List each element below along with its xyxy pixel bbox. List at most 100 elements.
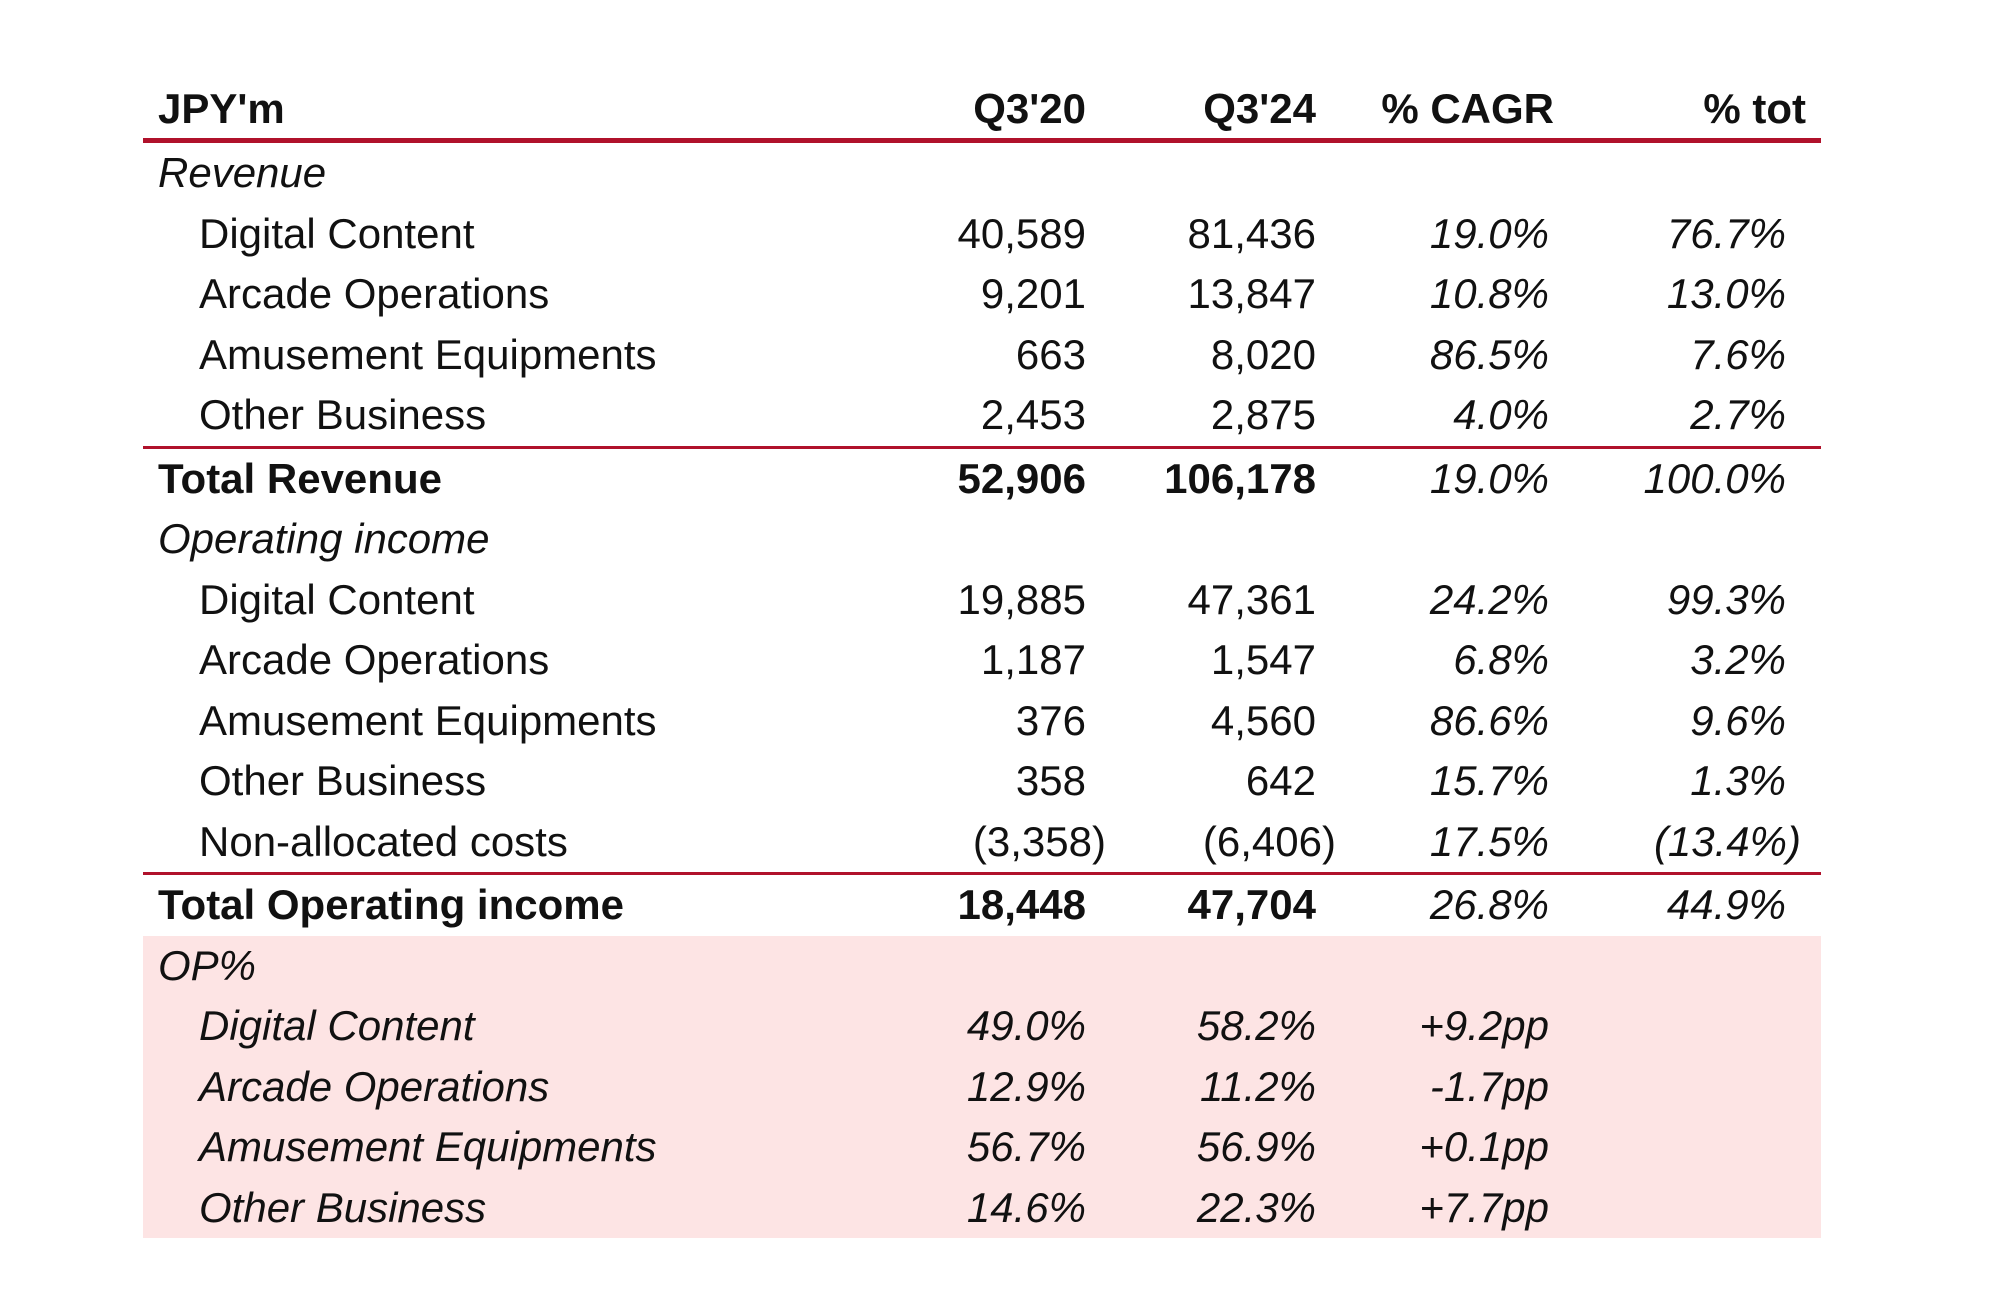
q3-20-value: 52,906	[888, 445, 1106, 509]
pct-total-value: 7.6%	[1690, 330, 1786, 378]
op-margin-section-row: OP%	[143, 935, 1821, 996]
cagr-value: 24.2%	[1429, 575, 1549, 623]
q3-20-value: 9,201	[980, 270, 1086, 318]
row-label: Amusement Equipments	[199, 330, 657, 378]
table-row: Amusement Equipments 376 4,560 86.6% 9.6…	[143, 691, 1821, 752]
table-row: Amusement Equipments 663 8,020 86.5% 7.6…	[143, 325, 1821, 386]
q3-20-value: 49.0%	[888, 996, 1106, 1057]
cagr-value: 17.5%	[1429, 817, 1549, 865]
total-revenue-row: Total Revenue 52,906 106,178 19.0% 100.0…	[143, 445, 1821, 509]
q3-24-value: 106,178	[1106, 445, 1336, 509]
pct-total-value: 13.0%	[1666, 270, 1786, 318]
q3-20-value: 2,453	[980, 391, 1086, 439]
q3-24-value: 8,020	[1210, 330, 1316, 378]
q3-20-value: 358	[1015, 757, 1086, 805]
q3-24-value: 4,560	[1210, 696, 1316, 744]
row-label: Digital Content	[199, 209, 475, 257]
q3-20-value: 663	[1015, 330, 1086, 378]
row-label: Other Business	[143, 1177, 888, 1238]
q3-20-value: 56.7%	[888, 1117, 1106, 1178]
table-row: Arcade Operations 12.9% 11.2% -1.7pp	[143, 1056, 1821, 1117]
row-label: Non-allocated costs	[199, 817, 568, 865]
unit-header: JPY'm	[143, 80, 888, 143]
q3-20-value: (3,358)	[972, 817, 1106, 865]
q3-24-value: 2,875	[1210, 391, 1316, 439]
q3-24-value: 81,436	[1187, 209, 1316, 257]
pct-total-value: 44.9%	[1569, 872, 1821, 936]
total-operating-income-row: Total Operating income 18,448 47,704 26.…	[143, 872, 1821, 936]
cagr-value: 10.8%	[1429, 270, 1549, 318]
section-label: Operating income	[158, 515, 490, 563]
table-row: Non-allocated costs (3,358) (6,406) 17.5…	[143, 812, 1821, 874]
row-label: Arcade Operations	[199, 270, 550, 318]
segment-financials-table: JPY'm Q3'20 Q3'24 % CAGR % tot Revenue D…	[143, 80, 1821, 1238]
margin-change-value: +7.7pp	[1336, 1177, 1569, 1238]
pct-total-value: 76.7%	[1666, 209, 1786, 257]
financial-table-sheet: JPY'm Q3'20 Q3'24 % CAGR % tot Revenue D…	[143, 80, 1821, 1238]
cagr-value: 4.0%	[1453, 391, 1549, 439]
pct-total-header: % tot	[1569, 80, 1821, 143]
table-row: Other Business 14.6% 22.3% +7.7pp	[143, 1177, 1821, 1238]
margin-change-value: -1.7pp	[1336, 1056, 1569, 1117]
table-row: Amusement Equipments 56.7% 56.9% +0.1pp	[143, 1117, 1821, 1178]
q3-24-value: 47,361	[1187, 575, 1316, 623]
q3-20-value: 376	[1015, 696, 1086, 744]
q3-24-value: 1,547	[1210, 636, 1316, 684]
pct-total-value: (13.4%)	[1653, 817, 1801, 865]
q3-20-value: 40,589	[957, 209, 1086, 257]
margin-change-value: +9.2pp	[1336, 996, 1569, 1057]
q3-24-value: 13,847	[1187, 270, 1316, 318]
row-label: Other Business	[199, 391, 487, 439]
table-header-row: JPY'm Q3'20 Q3'24 % CAGR % tot	[143, 80, 1821, 143]
q3-24-value: 56.9%	[1106, 1117, 1336, 1178]
q3-24-value: (6,406)	[1202, 817, 1336, 865]
q3-20-header: Q3'20	[888, 80, 1106, 143]
cagr-value: 19.0%	[1336, 445, 1569, 509]
row-label: Total Operating income	[143, 872, 888, 936]
section-label: Revenue	[158, 149, 327, 197]
row-label: Digital Content	[143, 996, 888, 1057]
table-row: Digital Content 40,589 81,436 19.0% 76.7…	[143, 204, 1821, 265]
table-row: Arcade Operations 9,201 13,847 10.8% 13.…	[143, 264, 1821, 325]
table-row: Arcade Operations 1,187 1,547 6.8% 3.2%	[143, 630, 1821, 691]
cagr-value: 19.0%	[1429, 209, 1549, 257]
table-row: Digital Content 19,885 47,361 24.2% 99.3…	[143, 570, 1821, 631]
table-row: Digital Content 49.0% 58.2% +9.2pp	[143, 996, 1821, 1057]
q3-24-header: Q3'24	[1106, 80, 1336, 143]
section-label: OP%	[143, 935, 888, 996]
row-label: Amusement Equipments	[143, 1117, 888, 1178]
pct-total-value: 100.0%	[1569, 445, 1821, 509]
q3-20-value: 12.9%	[888, 1056, 1106, 1117]
q3-24-value: 22.3%	[1106, 1177, 1336, 1238]
cagr-header: % CAGR	[1336, 80, 1569, 143]
q3-20-value: 14.6%	[888, 1177, 1106, 1238]
operating-income-section-row: Operating income	[143, 509, 1821, 570]
q3-20-value: 19,885	[957, 575, 1086, 623]
q3-24-value: 47,704	[1106, 872, 1336, 936]
pct-total-value: 9.6%	[1690, 696, 1786, 744]
cagr-value: 86.6%	[1429, 696, 1549, 744]
row-label: Arcade Operations	[143, 1056, 888, 1117]
pct-total-value: 1.3%	[1690, 757, 1786, 805]
q3-24-value: 642	[1245, 757, 1316, 805]
pct-total-value: 99.3%	[1666, 575, 1786, 623]
cagr-value: 15.7%	[1429, 757, 1549, 805]
revenue-section-row: Revenue	[143, 141, 1821, 204]
table-row: Other Business 2,453 2,875 4.0% 2.7%	[143, 385, 1821, 447]
cagr-value: 6.8%	[1453, 636, 1549, 684]
table-row: Other Business 358 642 15.7% 1.3%	[143, 751, 1821, 812]
row-label: Arcade Operations	[199, 636, 550, 684]
q3-20-value: 18,448	[888, 872, 1106, 936]
pct-total-value: 2.7%	[1690, 391, 1786, 439]
row-label: Amusement Equipments	[199, 696, 657, 744]
cagr-value: 26.8%	[1336, 872, 1569, 936]
row-label: Other Business	[199, 757, 487, 805]
q3-24-value: 11.2%	[1106, 1056, 1336, 1117]
q3-20-value: 1,187	[980, 636, 1086, 684]
margin-change-value: +0.1pp	[1336, 1117, 1569, 1178]
q3-24-value: 58.2%	[1106, 996, 1336, 1057]
pct-total-value: 3.2%	[1690, 636, 1786, 684]
row-label: Total Revenue	[143, 445, 888, 509]
cagr-value: 86.5%	[1429, 330, 1549, 378]
row-label: Digital Content	[199, 575, 475, 623]
